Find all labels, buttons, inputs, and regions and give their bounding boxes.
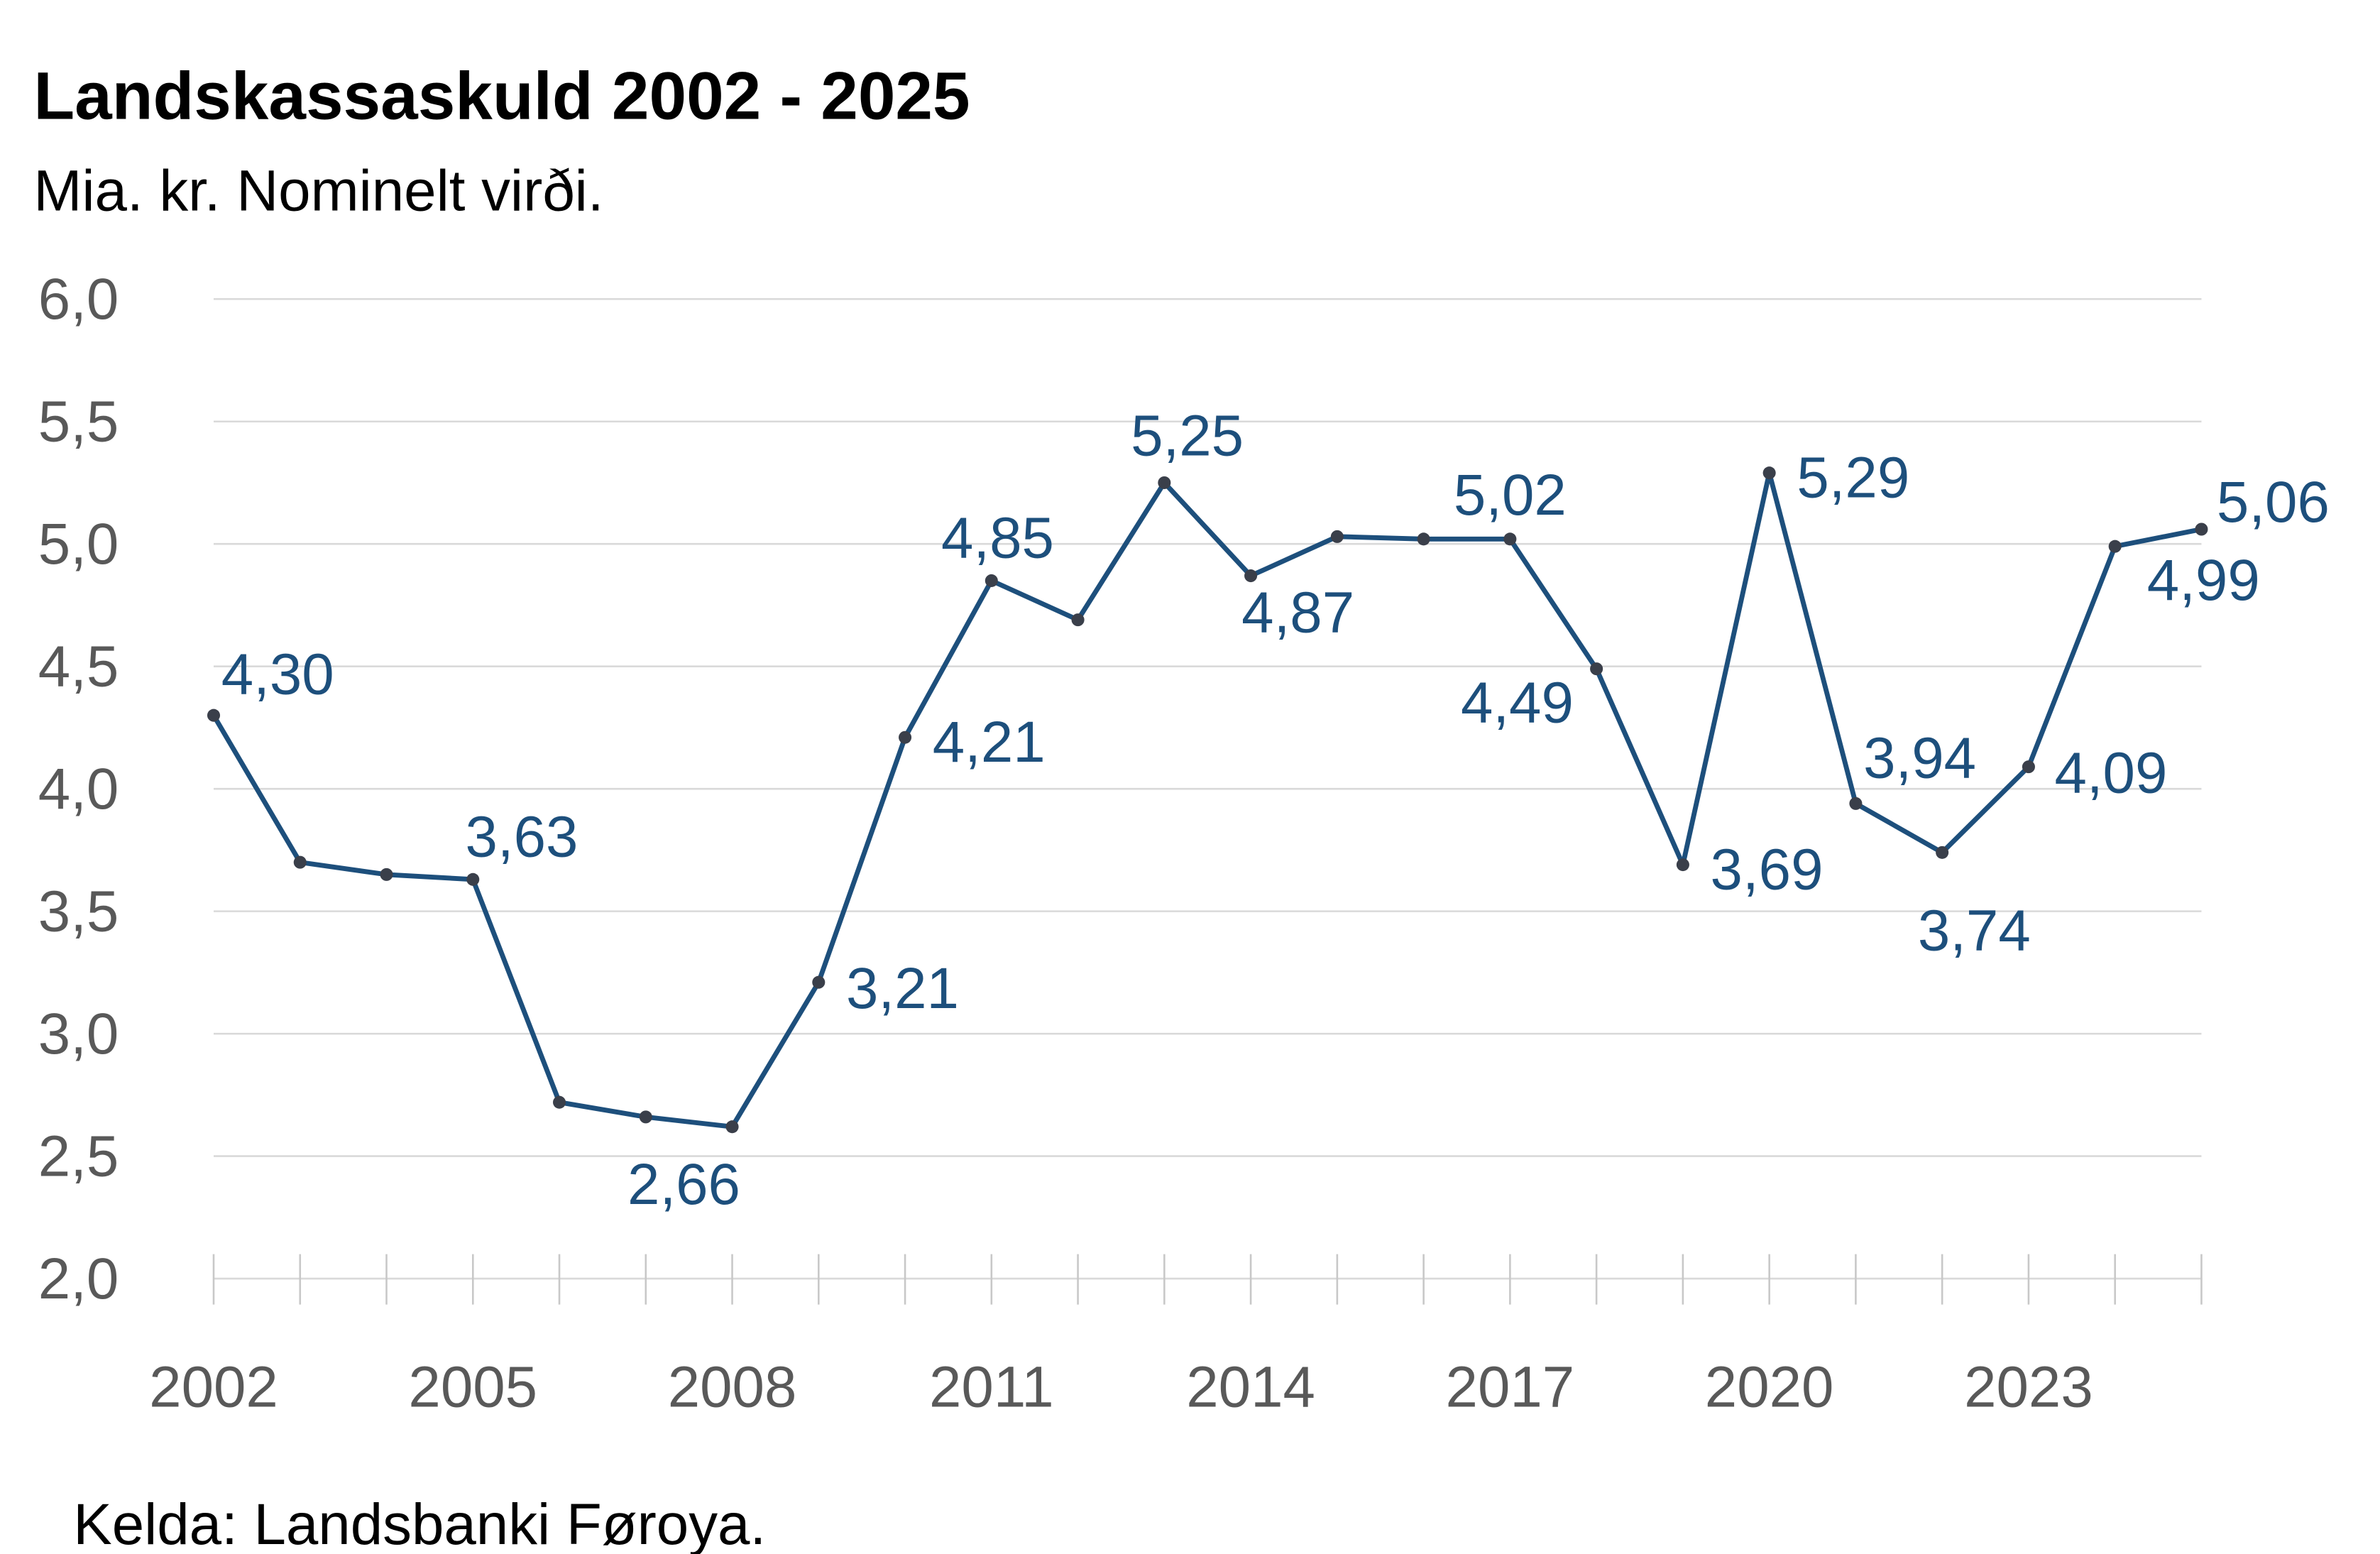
- x-axis: 2002 2005 2008 2011 2014 2017 2020 2023: [149, 1254, 2203, 1420]
- data-point-2003: [293, 855, 307, 869]
- data-label-2020: 5,29: [1797, 446, 1909, 510]
- series-line: [207, 466, 2208, 1134]
- data-point-2012: [1071, 613, 1085, 627]
- data-label-2011: 4,85: [941, 506, 1054, 571]
- gridlines: [213, 297, 2202, 1280]
- data-label-2007: 2,66: [627, 1152, 740, 1217]
- data-point-2025: [2195, 522, 2208, 536]
- data-label-2025: 5,06: [2217, 470, 2330, 535]
- data-label-2024: 4,99: [2147, 548, 2260, 613]
- data-label-2013: 5,25: [1131, 403, 1244, 468]
- data-label-2009: 3,21: [846, 956, 959, 1021]
- data-point-2022: [1936, 846, 1949, 859]
- data-point-2002: [207, 708, 221, 722]
- data-point-2014: [1244, 569, 1258, 583]
- data-label-2002: 4,30: [221, 642, 334, 707]
- y-tick-label: 2,5: [38, 1125, 119, 1189]
- data-point-2018: [1590, 662, 1603, 676]
- x-tick-label: 2002: [149, 1355, 278, 1420]
- y-tick-label: 4,5: [38, 635, 119, 699]
- data-label-2014: 4,87: [1241, 581, 1354, 645]
- chart-subtitle: Mia. kr. Nominelt virði.: [33, 159, 603, 224]
- data-point-2021: [1849, 797, 1863, 810]
- y-tick-label: 3,5: [38, 880, 119, 944]
- y-tick-label: 5,5: [38, 390, 119, 454]
- data-point-2019: [1676, 858, 1689, 872]
- data-label-2019: 3,69: [1711, 837, 1824, 902]
- x-tick-label: 2011: [929, 1355, 1054, 1420]
- x-tick-label: 2005: [408, 1355, 537, 1420]
- data-point-2020: [1762, 466, 1776, 480]
- data-label-2005: 3,63: [466, 805, 578, 870]
- x-tick-label: 2023: [1964, 1355, 2093, 1420]
- data-point-2013: [1158, 476, 1171, 489]
- data-point-2010: [899, 731, 912, 744]
- data-label-2023: 4,09: [2054, 741, 2167, 806]
- data-point-2023: [2022, 760, 2035, 774]
- y-tick-label: 3,0: [38, 1002, 119, 1066]
- series-path: [212, 470, 2203, 1129]
- data-label-2010: 4,21: [933, 710, 1046, 775]
- y-tick-label: 4,0: [38, 757, 119, 821]
- y-tick-label: 5,0: [38, 512, 119, 576]
- x-tick-label: 2014: [1186, 1355, 1315, 1420]
- source-note: Kelda: Landsbanki Føroya.: [73, 1492, 766, 1554]
- data-point-2015: [1330, 530, 1344, 543]
- data-point-2004: [380, 868, 393, 881]
- data-point-2008: [725, 1120, 739, 1134]
- data-point-2007: [639, 1110, 652, 1124]
- data-point-2011: [985, 574, 998, 587]
- data-point-2009: [812, 975, 826, 989]
- data-point-2024: [2108, 540, 2122, 553]
- data-point-2017: [1503, 532, 1517, 546]
- data-label-2022: 3,74: [1918, 898, 2031, 963]
- y-tick-label: 2,0: [38, 1247, 119, 1311]
- chart-title: Landskassaskuld 2002 - 2025: [33, 59, 970, 134]
- y-tick-label: 6,0: [38, 267, 119, 332]
- data-point-2005: [466, 872, 480, 886]
- y-axis-tick-labels: 2,0 2,5 3,0 3,5 4,0 4,5 5,0 5,5 6,0: [38, 267, 119, 1311]
- x-tick-label: 2017: [1446, 1355, 1575, 1420]
- data-label-2018: 4,49: [1461, 670, 1574, 735]
- data-label-2017: 5,02: [1454, 463, 1567, 527]
- data-point-2006: [552, 1095, 566, 1109]
- x-tick-label: 2020: [1705, 1355, 1834, 1420]
- data-label-2021: 3,94: [1863, 726, 1976, 790]
- data-labels: 4,30 3,63 2,66 3,21 4,21 4,85 5,25 4,87 5,02 4,49…: [221, 403, 2330, 1217]
- data-point-2016: [1417, 532, 1430, 546]
- x-tick-label: 2008: [668, 1355, 797, 1420]
